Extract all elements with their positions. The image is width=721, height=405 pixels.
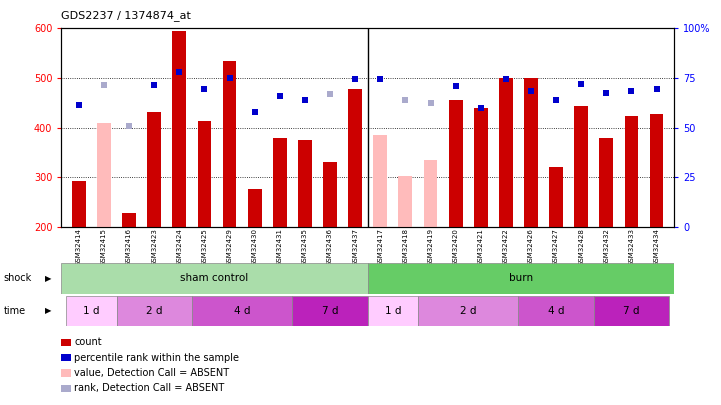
- Text: burn: burn: [509, 273, 533, 283]
- Bar: [368, 296, 418, 326]
- Bar: [223, 61, 236, 227]
- Bar: [575, 106, 588, 227]
- Bar: [172, 31, 186, 227]
- Bar: [192, 296, 292, 326]
- Bar: [448, 100, 463, 227]
- Bar: [418, 296, 518, 326]
- Bar: [97, 123, 111, 227]
- Bar: [650, 114, 663, 227]
- Bar: [474, 108, 487, 227]
- Text: 1 d: 1 d: [384, 306, 401, 316]
- Bar: [424, 160, 438, 227]
- Text: 4 d: 4 d: [548, 306, 565, 316]
- Bar: [524, 78, 538, 227]
- Bar: [599, 139, 614, 227]
- Text: 2 d: 2 d: [146, 306, 162, 316]
- Bar: [373, 135, 387, 227]
- Bar: [594, 296, 669, 326]
- Bar: [399, 176, 412, 227]
- Bar: [117, 296, 192, 326]
- Bar: [198, 121, 211, 227]
- Text: 2 d: 2 d: [460, 306, 477, 316]
- Bar: [122, 213, 136, 227]
- Bar: [323, 162, 337, 227]
- Bar: [348, 90, 362, 227]
- Text: sham control: sham control: [180, 273, 249, 283]
- Bar: [72, 181, 86, 227]
- Text: time: time: [4, 306, 26, 316]
- Bar: [273, 139, 287, 227]
- Text: rank, Detection Call = ABSENT: rank, Detection Call = ABSENT: [74, 384, 224, 393]
- Text: ▶: ▶: [45, 274, 51, 283]
- Bar: [66, 296, 117, 326]
- Text: 1 d: 1 d: [83, 306, 99, 316]
- Text: value, Detection Call = ABSENT: value, Detection Call = ABSENT: [74, 368, 229, 378]
- Bar: [292, 296, 368, 326]
- Text: 7 d: 7 d: [322, 306, 338, 316]
- Text: 4 d: 4 d: [234, 306, 250, 316]
- Bar: [499, 79, 513, 227]
- Bar: [518, 296, 594, 326]
- Bar: [549, 167, 563, 227]
- Text: shock: shock: [4, 273, 32, 283]
- Text: GDS2237 / 1374874_at: GDS2237 / 1374874_at: [61, 10, 191, 21]
- Text: count: count: [74, 337, 102, 347]
- Text: percentile rank within the sample: percentile rank within the sample: [74, 353, 239, 362]
- Bar: [147, 112, 161, 227]
- Bar: [624, 116, 638, 227]
- Bar: [368, 263, 674, 294]
- Bar: [61, 263, 368, 294]
- Text: 7 d: 7 d: [623, 306, 640, 316]
- Text: ▶: ▶: [45, 306, 51, 315]
- Bar: [248, 189, 262, 227]
- Bar: [298, 140, 311, 227]
